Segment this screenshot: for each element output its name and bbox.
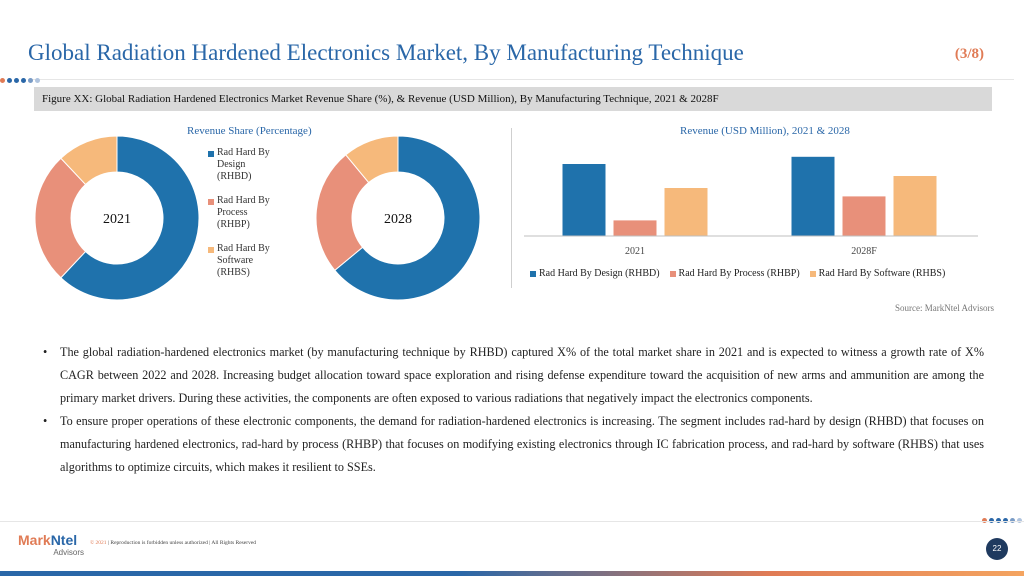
page-title: Global Radiation Hardened Electronics Ma… [28, 40, 744, 65]
revenue-bar-chart-title: Revenue (USD Million), 2021 & 2028 [680, 125, 850, 137]
bar-category-label-2028f: 2028F [851, 246, 877, 257]
bar-legend-item-rhbp: Rad Hard By Process (RHBP) [669, 268, 800, 279]
copyright-year: © 2021 [90, 540, 107, 546]
bar-rhbs-2028f [893, 176, 937, 236]
legend-label-rhbd: Rad Hard By Design (RHBD) [217, 147, 270, 182]
donut-chart-2028: 2028 [315, 135, 481, 301]
logo-subtitle: Advisors [53, 548, 84, 557]
bar-legend-swatch-rhbp [669, 270, 676, 277]
bullet-item-2: To ensure proper operations of these ele… [40, 410, 984, 479]
bar-legend-label-rhbp: Rad Hard By Process (RHBP) [678, 268, 800, 279]
revenue-share-legend: Rad Hard By Design (RHBD) Rad Hard By Pr… [208, 147, 288, 291]
legend-item-rhbp: Rad Hard By Process (RHBP) [208, 195, 288, 231]
legend-swatch-rhbs [208, 247, 214, 253]
bar-rhbd-2028f [791, 156, 835, 236]
decorative-dots-bottom [982, 518, 1022, 523]
figure-caption: Figure XX: Global Radiation Hardened Ele… [34, 87, 992, 111]
legend-item-rhbd: Rad Hard By Design (RHBD) [208, 147, 288, 183]
bar-rhbs-2021 [664, 188, 708, 236]
bar-rhbd-2021 [562, 164, 606, 236]
bar-category-label-2021: 2021 [625, 246, 645, 257]
bullet-item-1: The global radiation-hardened electronic… [40, 341, 984, 410]
donut-chart-2021: 2021 [34, 135, 200, 301]
legend-swatch-rhbp [208, 199, 214, 205]
donut-slice-rhbs-2021 [60, 135, 118, 186]
bar-legend-item-rhbd: Rad Hard By Design (RHBD) [530, 268, 660, 279]
revenue-bar-legend: Rad Hard By Design (RHBD) Rad Hard By Pr… [530, 268, 945, 279]
legend-label-rhbp: Rad Hard By Process (RHBP) [217, 195, 270, 230]
bar-legend-item-rhbs: Rad Hard By Software (RHBS) [809, 268, 946, 279]
bar-legend-label-rhbs: Rad Hard By Software (RHBS) [818, 268, 946, 279]
footer-divider [0, 521, 1024, 522]
chart-divider [511, 128, 512, 288]
logo-text-mark: Mark [18, 532, 51, 548]
company-logo: MarkNtel Advisors [18, 533, 84, 558]
bar-rhbp-2021 [613, 220, 657, 236]
legend-item-rhbs: Rad Hard By Software (RHBS) [208, 243, 288, 279]
bar-legend-label-rhbd: Rad Hard By Design (RHBD) [539, 268, 660, 279]
revenue-share-chart-title: Revenue Share (Percentage) [187, 125, 312, 137]
bar-legend-swatch-rhbs [809, 270, 816, 277]
title-divider [28, 79, 1014, 80]
donut-slice-rhbp-2028 [315, 154, 370, 271]
legend-swatch-rhbd [208, 151, 214, 157]
bar-legend-swatch-rhbd [530, 270, 536, 277]
source-note: Source: MarkNtel Advisors [895, 303, 994, 313]
donut-slice-rhbs-2028 [345, 135, 399, 184]
donut-slice-rhbd-2028 [334, 135, 481, 301]
donut-slice-rhbd-2021 [60, 135, 200, 301]
decorative-dots-top [0, 78, 40, 83]
bar-rhbp-2028f [842, 196, 886, 236]
logo-wordmark: MarkNtel [18, 533, 84, 548]
footer-color-bar [0, 571, 1024, 576]
copyright-text: | Reproduction is forbidden unless autho… [106, 540, 257, 546]
copyright-note: © 2021 | Reproduction is forbidden unles… [90, 540, 256, 546]
donut-center-label-2021: 2021 [103, 212, 131, 227]
analysis-bullets: The global radiation-hardened electronic… [40, 341, 984, 479]
logo-text-ntel: Ntel [50, 532, 78, 548]
revenue-bar-chart: 2021 2028F [524, 156, 978, 257]
page-number-badge: 22 [986, 538, 1008, 560]
legend-label-rhbs: Rad Hard By Software (RHBS) [217, 243, 270, 278]
page-count: (3/8) [954, 46, 984, 62]
donut-center-label-2028: 2028 [384, 212, 412, 227]
